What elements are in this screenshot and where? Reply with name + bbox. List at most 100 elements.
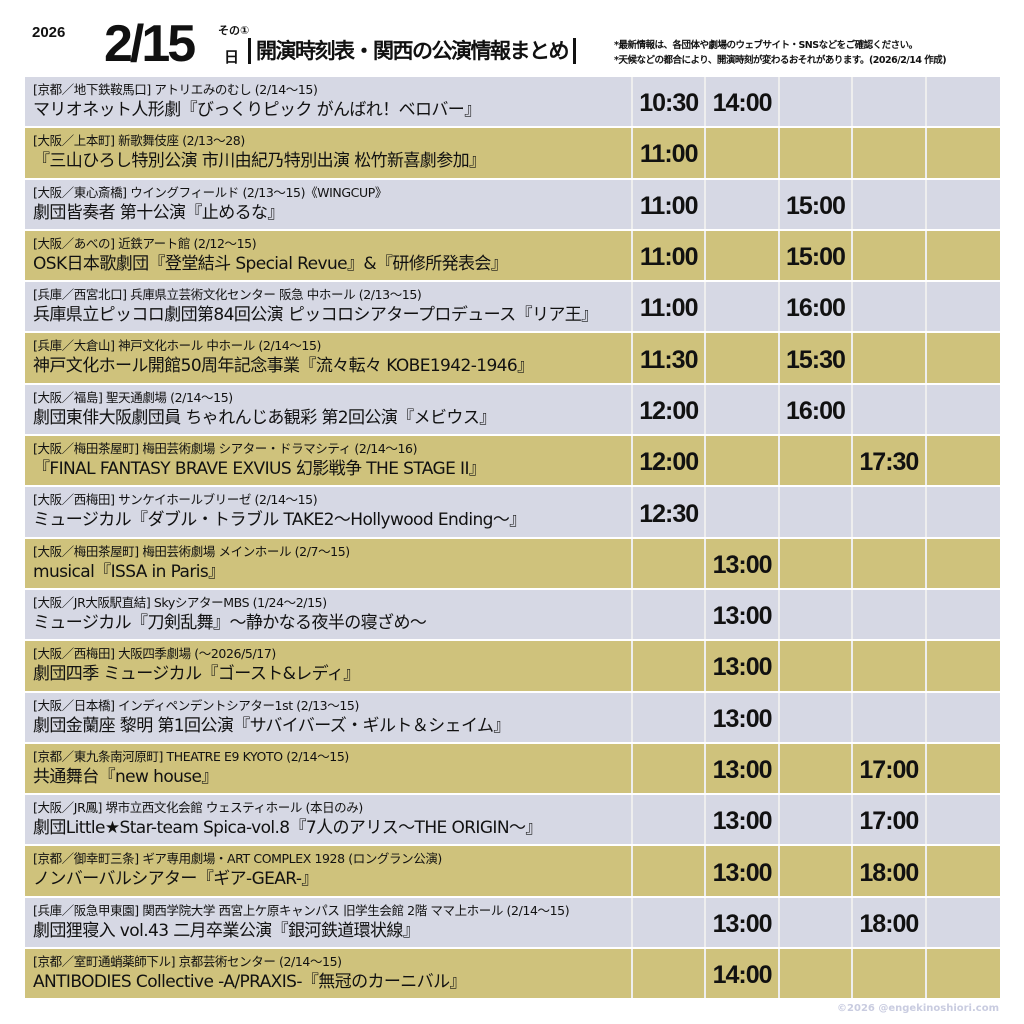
show-title: ANTIBODIES Collective -A/PRAXIS-『無冠のカーニバ… [33, 972, 466, 993]
start-time: 13:00 [706, 589, 780, 640]
start-time [633, 538, 707, 588]
start-time [633, 949, 707, 999]
venue: [大阪／西梅田] 大阪四季劇場 (〜2026/5/17) [33, 646, 276, 662]
table-row: [大阪／上本町] 新歌舞伎座 (2/13〜28) 『三山ひろし特別公演 市川由紀… [25, 128, 1000, 180]
start-time [853, 384, 927, 435]
start-time [853, 282, 927, 332]
start-time: 13:00 [706, 641, 780, 691]
show-title: musical『ISSA in Paris』 [33, 561, 225, 582]
venue: [大阪／JR大阪駅直結] SkyシアターMBS (1/24〜2/15) [33, 594, 327, 610]
start-time: 11:00 [633, 179, 707, 229]
venue: [大阪／福島] 聖天通劇場 (2/14〜15) [33, 389, 233, 405]
start-time [927, 795, 1000, 844]
table-row: [兵庫／大倉山] 神戸文化ホール 中ホール (2/14〜15) 神戸文化ホール開… [25, 333, 1000, 385]
start-time: 18:00 [853, 846, 927, 896]
start-time [853, 692, 927, 742]
start-time [927, 436, 1000, 485]
start-time: 13:00 [706, 897, 780, 948]
start-time [706, 487, 780, 537]
start-time: 14:00 [706, 949, 780, 999]
start-time: 16:00 [780, 384, 854, 435]
venue: [大阪／東心斎橋] ウイングフィールド (2/13〜15)《WINGCUP》 [33, 184, 387, 200]
table-row: [大阪／JR大阪駅直結] SkyシアターMBS (1/24〜2/15) ミュージ… [25, 589, 1000, 642]
start-time: 11:00 [633, 230, 707, 281]
start-time [927, 693, 1000, 742]
start-time [927, 487, 1000, 536]
table-row: [大阪／JR鳳] 堺市立西文化会館 ウェスティホール (本日のみ) 劇団Litt… [25, 795, 1000, 847]
show-title: ミュージカル『ダブル・トラブル TAKE2〜Hollywood Ending〜』 [33, 510, 526, 531]
start-time [853, 128, 927, 178]
start-time [927, 846, 1000, 895]
start-time: 18:00 [853, 897, 927, 948]
show-title: 兵庫県立ピッコロ劇団第84回公演 ピッコロシアタープロデュース『リア王』 [33, 305, 598, 326]
start-time: 13:00 [706, 795, 780, 845]
page-title: 開演時刻表・関西の公演情報まとめ [248, 38, 576, 64]
show-title: 共通舞台『new house』 [33, 766, 218, 787]
start-time: 10:30 [633, 77, 707, 127]
event-info: [大阪／上本町] 新歌舞伎座 (2/13〜28) 『三山ひろし特別公演 市川由紀… [25, 128, 633, 178]
event-info: [兵庫／大倉山] 神戸文化ホール 中ホール (2/14〜15) 神戸文化ホール開… [25, 333, 633, 383]
venue: [兵庫／阪急甲東園] 関西学院大学 西宮上ケ原キャンパス 旧学生会館 2階 ママ… [33, 902, 570, 918]
event-info: [大阪／西梅田] サンケイホールブリーゼ (2/14〜15) ミュージカル『ダブ… [25, 487, 633, 537]
table-row: [兵庫／西宮北口] 兵庫県立芸術文化センター 阪急 中ホール (2/13〜15)… [25, 282, 1000, 334]
event-info: [大阪／あべの] 近鉄アート館 (2/12〜15) OSK日本歌劇団『登堂結斗 … [25, 230, 633, 281]
start-time: 13:00 [706, 692, 780, 742]
start-time [706, 282, 780, 332]
start-time [927, 333, 1000, 382]
start-time [780, 949, 854, 999]
start-time [853, 949, 927, 999]
event-info: [京都／室町通蛸薬師下ル] 京都芸術センター (2/14〜15) ANTIBOD… [25, 949, 633, 999]
venue: [大阪／梅田茶屋町] 梅田芸術劇場 シアター・ドラマシティ (2/14〜16) [33, 441, 418, 457]
start-time [633, 589, 707, 640]
table-row: [大阪／西梅田] サンケイホールブリーゼ (2/14〜15) ミュージカル『ダブ… [25, 487, 1000, 539]
show-title: 劇団金蘭座 黎明 第1回公演『サバイバーズ・ギルト＆シェイム』 [33, 715, 510, 736]
start-time [706, 384, 780, 435]
start-time [853, 179, 927, 229]
credit: ©2026 @engekinoshiori.com [837, 1003, 999, 1014]
start-time: 13:00 [706, 743, 780, 794]
start-time [780, 538, 854, 588]
start-time [706, 333, 780, 383]
event-info: [兵庫／西宮北口] 兵庫県立芸術文化センター 阪急 中ホール (2/13〜15)… [25, 282, 633, 332]
start-time [633, 743, 707, 794]
start-time: 17:30 [853, 436, 927, 486]
show-title: OSK日本歌劇団『登堂結斗 Special Revue』&『研修所発表会』 [33, 253, 508, 274]
venue: [大阪／日本橋] インディペンデントシアター1st (2/13〜15) [33, 697, 359, 713]
start-time: 15:30 [780, 333, 854, 383]
notes: *最新情報は、各団体や劇場のウェブサイト・SNSなどをご確認ください。 *天候な… [614, 38, 947, 68]
start-time [927, 744, 1000, 793]
start-time [780, 589, 854, 640]
venue: [大阪／あべの] 近鉄アート館 (2/12〜15) [33, 235, 257, 251]
start-time: 12:30 [633, 487, 707, 537]
table-row: [大阪／福島] 聖天通劇場 (2/14〜15) 劇団東俳大阪劇団員 ちゃれんじあ… [25, 384, 1000, 437]
event-info: [大阪／JR鳳] 堺市立西文化会館 ウェスティホール (本日のみ) 劇団Litt… [25, 795, 633, 845]
table-row: [兵庫／阪急甲東園] 関西学院大学 西宮上ケ原キャンパス 旧学生会館 2階 ママ… [25, 897, 1000, 950]
table-row: [京都／東九条南河原町] THEATRE E9 KYOTO (2/14〜15) … [25, 743, 1000, 796]
start-time [780, 897, 854, 948]
show-title: 劇団皆奏者 第十公演『止めるな』 [33, 202, 284, 223]
venue: [京都／御幸町三条] ギア専用劇場・ART COMPLEX 1928 (ロングラ… [33, 851, 442, 867]
venue: [大阪／梅田茶屋町] 梅田芸術劇場 メインホール (2/7〜15) [33, 543, 350, 559]
event-info: [京都／東九条南河原町] THEATRE E9 KYOTO (2/14〜15) … [25, 743, 633, 794]
event-info: [大阪／東心斎橋] ウイングフィールド (2/13〜15)《WINGCUP》 劇… [25, 179, 633, 229]
date: 2/15 [104, 15, 196, 73]
event-info: [大阪／梅田茶屋町] 梅田芸術劇場 シアター・ドラマシティ (2/14〜16) … [25, 436, 633, 486]
start-time [927, 128, 1000, 177]
start-time [853, 230, 927, 281]
note: *最新情報は、各団体や劇場のウェブサイト・SNSなどをご確認ください。 [614, 40, 918, 51]
start-time [706, 436, 780, 486]
start-time: 17:00 [853, 743, 927, 794]
table-row: [大阪／西梅田] 大阪四季劇場 (〜2026/5/17) 劇団四季 ミュージカル… [25, 641, 1000, 693]
table-row: [京都／室町通蛸薬師下ル] 京都芸術センター (2/14〜15) ANTIBOD… [25, 949, 1000, 1001]
venue: [京都／地下鉄鞍馬口] アトリエみのむし (2/14〜15) [33, 82, 318, 97]
event-info: [大阪／西梅田] 大阪四季劇場 (〜2026/5/17) 劇団四季 ミュージカル… [25, 641, 633, 691]
table-row: [京都／御幸町三条] ギア専用劇場・ART COMPLEX 1928 (ロングラ… [25, 846, 1000, 898]
event-info: [京都／御幸町三条] ギア専用劇場・ART COMPLEX 1928 (ロングラ… [25, 846, 633, 896]
start-time [633, 641, 707, 691]
part-label: その① [218, 24, 250, 37]
event-info: [大阪／福島] 聖天通劇場 (2/14〜15) 劇団東俳大阪劇団員 ちゃれんじあ… [25, 384, 633, 435]
table-row: [大阪／日本橋] インディペンデントシアター1st (2/13〜15) 劇団金蘭… [25, 692, 1000, 744]
start-time [927, 641, 1000, 690]
show-title: 『三山ひろし特別公演 市川由紀乃特別出演 松竹新喜劇参加』 [33, 151, 486, 172]
show-title: 劇団Little★Star-team Spica-vol.8『7人のアリス〜TH… [33, 818, 542, 839]
